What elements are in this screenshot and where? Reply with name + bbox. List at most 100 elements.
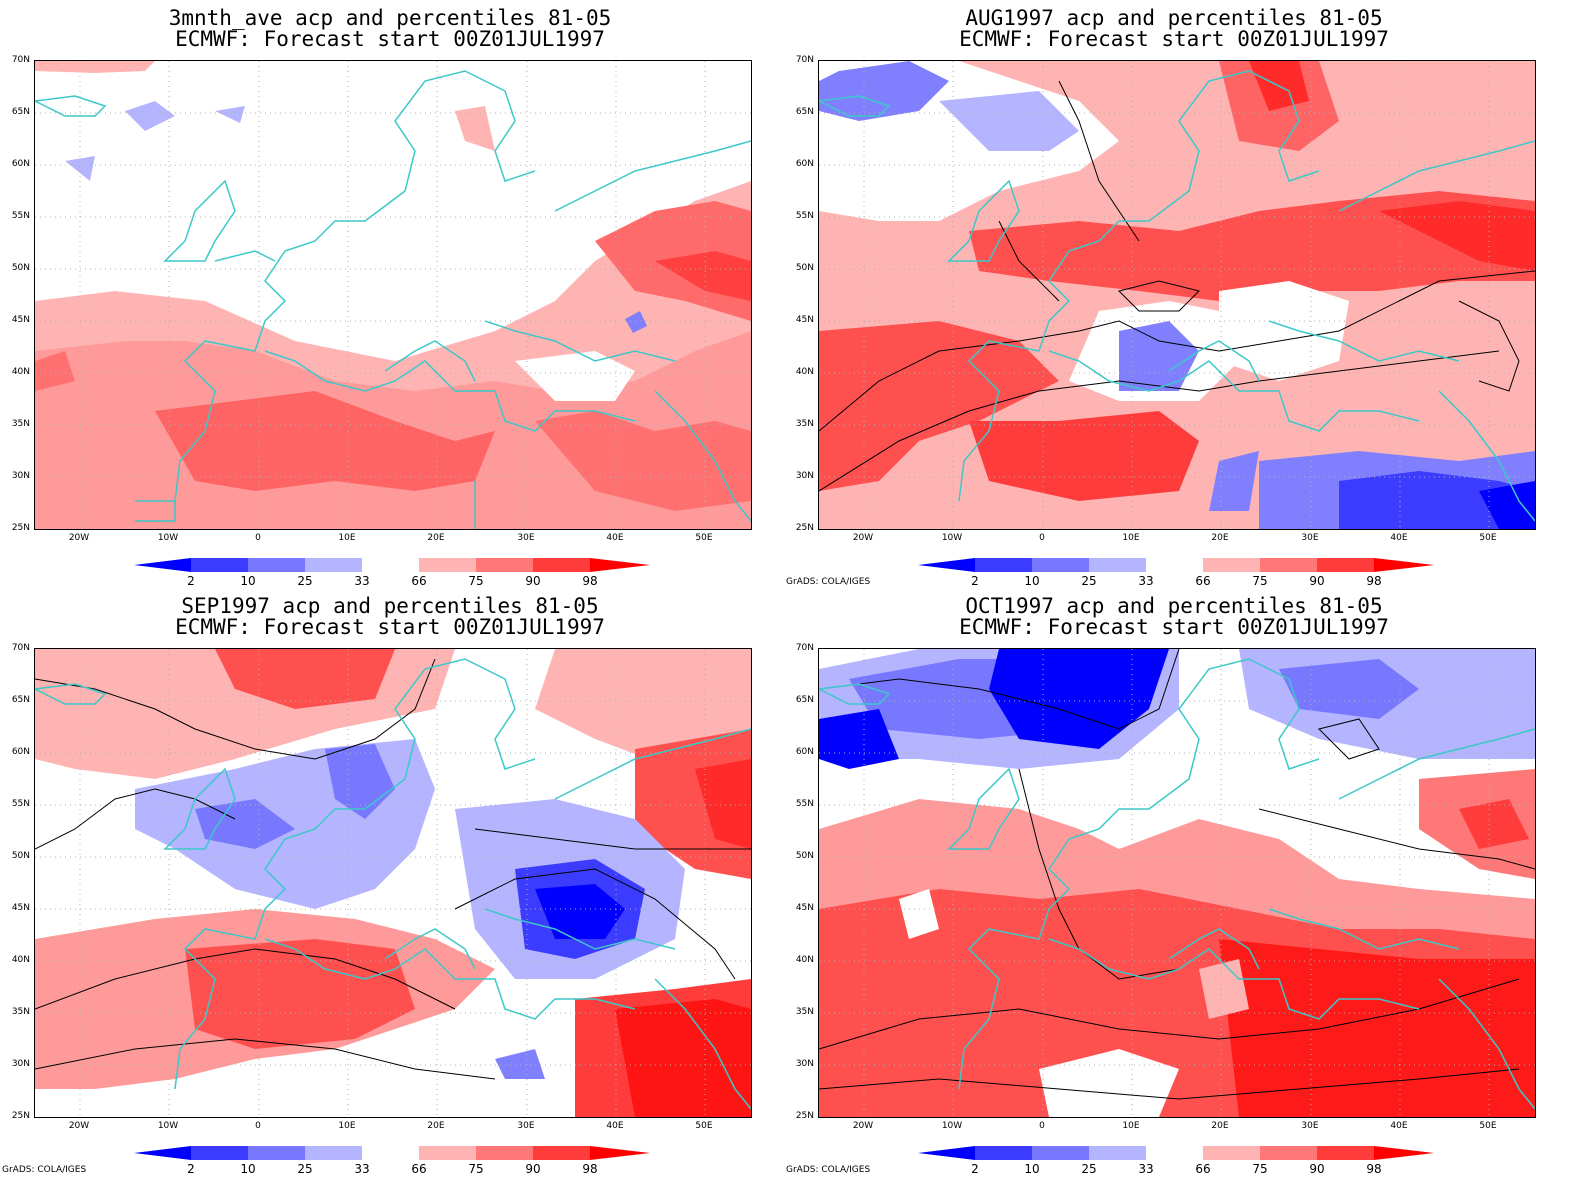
lon-label: 50E bbox=[695, 1121, 713, 1131]
lon-label: 20W bbox=[68, 533, 90, 543]
colorbar-label: 2 bbox=[187, 1162, 195, 1176]
lat-label: 60N bbox=[11, 159, 30, 169]
colorbar-label: 90 bbox=[525, 1162, 541, 1176]
lat-label: 65N bbox=[11, 695, 30, 705]
lon-label: 20W bbox=[852, 1121, 874, 1131]
panel-title: 3mnth_ave acp and percentiles 81-05 bbox=[168, 6, 612, 30]
lat-label: 30N bbox=[795, 1059, 814, 1069]
lon-label: 50E bbox=[695, 533, 713, 543]
lon-label: 40E bbox=[606, 1121, 624, 1131]
panel-sep1997: SEP1997 acp and percentiles 81-05 ECMWF:… bbox=[0, 588, 780, 1178]
grads-credit: GrADS: COLA/IGES bbox=[786, 577, 871, 587]
panel-subtitle: ECMWF: Forecast start 00Z01JUL1997 bbox=[959, 615, 1389, 639]
lat-label: 70N bbox=[11, 643, 30, 653]
lat-label: 30N bbox=[11, 471, 30, 481]
precipitation-map bbox=[818, 60, 1536, 530]
panel-title: OCT1997 acp and percentiles 81-05 bbox=[965, 594, 1383, 618]
precipitation-map bbox=[818, 648, 1536, 1118]
colorbar-label: 2 bbox=[187, 574, 195, 588]
colorbar bbox=[134, 557, 650, 572]
lon-label: 50E bbox=[1479, 533, 1497, 543]
lat-label: 30N bbox=[11, 1059, 30, 1069]
colorbar-label: 66 bbox=[411, 574, 427, 588]
colorbar-label: 25 bbox=[297, 1162, 313, 1176]
colorbar-label: 10 bbox=[1024, 1162, 1040, 1176]
lat-label: 30N bbox=[795, 471, 814, 481]
lat-label: 60N bbox=[795, 159, 814, 169]
panel-title: SEP1997 acp and percentiles 81-05 bbox=[181, 594, 599, 618]
lon-label: 10W bbox=[157, 533, 179, 543]
colorbar-label: 75 bbox=[468, 574, 484, 588]
lon-label: 0 bbox=[255, 1121, 261, 1131]
lon-label: 10E bbox=[338, 1121, 356, 1131]
lon-label: 10W bbox=[941, 1121, 963, 1131]
colorbar-label: 98 bbox=[1366, 574, 1382, 588]
lat-label: 40N bbox=[11, 955, 30, 965]
colorbar-label: 10 bbox=[1024, 574, 1040, 588]
lat-label: 40N bbox=[795, 367, 814, 377]
lat-label: 50N bbox=[795, 263, 814, 273]
colorbar-label: 66 bbox=[411, 1162, 427, 1176]
colorbar bbox=[134, 1145, 650, 1160]
lat-label: 25N bbox=[795, 1111, 814, 1121]
panel-subtitle: ECMWF: Forecast start 00Z01JUL1997 bbox=[959, 27, 1389, 51]
lat-label: 55N bbox=[795, 211, 814, 221]
colorbar-label: 25 bbox=[1081, 1162, 1097, 1176]
colorbar-label: 98 bbox=[582, 574, 598, 588]
lat-label: 25N bbox=[795, 523, 814, 533]
colorbar-label: 98 bbox=[1366, 1162, 1382, 1176]
lon-label: 30E bbox=[1301, 533, 1319, 543]
colorbar-label: 33 bbox=[354, 574, 370, 588]
lat-label: 35N bbox=[795, 1007, 814, 1017]
lat-label: 25N bbox=[11, 523, 30, 533]
lat-label: 65N bbox=[795, 107, 814, 117]
lon-label: 10E bbox=[1122, 533, 1140, 543]
colorbar-label: 66 bbox=[1195, 1162, 1211, 1176]
colorbar-label: 33 bbox=[354, 1162, 370, 1176]
colorbar-label: 75 bbox=[468, 1162, 484, 1176]
colorbar-label: 75 bbox=[1252, 1162, 1268, 1176]
lat-label: 45N bbox=[11, 903, 30, 913]
lon-label: 50E bbox=[1479, 1121, 1497, 1131]
colorbar-label: 2 bbox=[971, 574, 979, 588]
colorbar-label: 33 bbox=[1138, 574, 1154, 588]
lon-label: 40E bbox=[606, 533, 624, 543]
lat-label: 40N bbox=[11, 367, 30, 377]
lat-label: 50N bbox=[11, 263, 30, 273]
lon-label: 20E bbox=[1211, 1121, 1229, 1131]
colorbar-label: 10 bbox=[240, 1162, 256, 1176]
lat-label: 60N bbox=[795, 747, 814, 757]
colorbar-label: 25 bbox=[1081, 574, 1097, 588]
colorbar-label: 90 bbox=[1309, 574, 1325, 588]
grads-credit: GrADS: COLA/IGES bbox=[786, 1165, 871, 1175]
panel-subtitle: ECMWF: Forecast start 00Z01JUL1997 bbox=[175, 615, 605, 639]
lat-label: 70N bbox=[795, 643, 814, 653]
lon-label: 20E bbox=[427, 1121, 445, 1131]
lon-label: 0 bbox=[1039, 1121, 1045, 1131]
lat-label: 65N bbox=[11, 107, 30, 117]
colorbar-label: 75 bbox=[1252, 574, 1268, 588]
colorbar-label: 10 bbox=[240, 574, 256, 588]
lat-label: 35N bbox=[795, 419, 814, 429]
lon-label: 20E bbox=[427, 533, 445, 543]
lat-label: 70N bbox=[795, 55, 814, 65]
panel-title: AUG1997 acp and percentiles 81-05 bbox=[965, 6, 1383, 30]
colorbar-label: 2 bbox=[971, 1162, 979, 1176]
lon-label: 30E bbox=[517, 533, 535, 543]
lat-label: 35N bbox=[11, 419, 30, 429]
colorbar-label: 98 bbox=[582, 1162, 598, 1176]
colorbar-label: 90 bbox=[1309, 1162, 1325, 1176]
colorbar-label: 66 bbox=[1195, 574, 1211, 588]
lat-label: 45N bbox=[11, 315, 30, 325]
lat-label: 25N bbox=[11, 1111, 30, 1121]
lon-label: 40E bbox=[1390, 533, 1408, 543]
lon-label: 0 bbox=[1039, 533, 1045, 543]
lon-label: 10E bbox=[1122, 1121, 1140, 1131]
lat-label: 55N bbox=[11, 211, 30, 221]
lat-label: 60N bbox=[11, 747, 30, 757]
lon-label: 30E bbox=[1301, 1121, 1319, 1131]
precipitation-map bbox=[34, 60, 752, 530]
panel-3month-average: 3mnth_ave acp and percentiles 81-05 ECMW… bbox=[0, 0, 780, 590]
lat-label: 55N bbox=[795, 799, 814, 809]
precipitation-map bbox=[34, 648, 752, 1118]
